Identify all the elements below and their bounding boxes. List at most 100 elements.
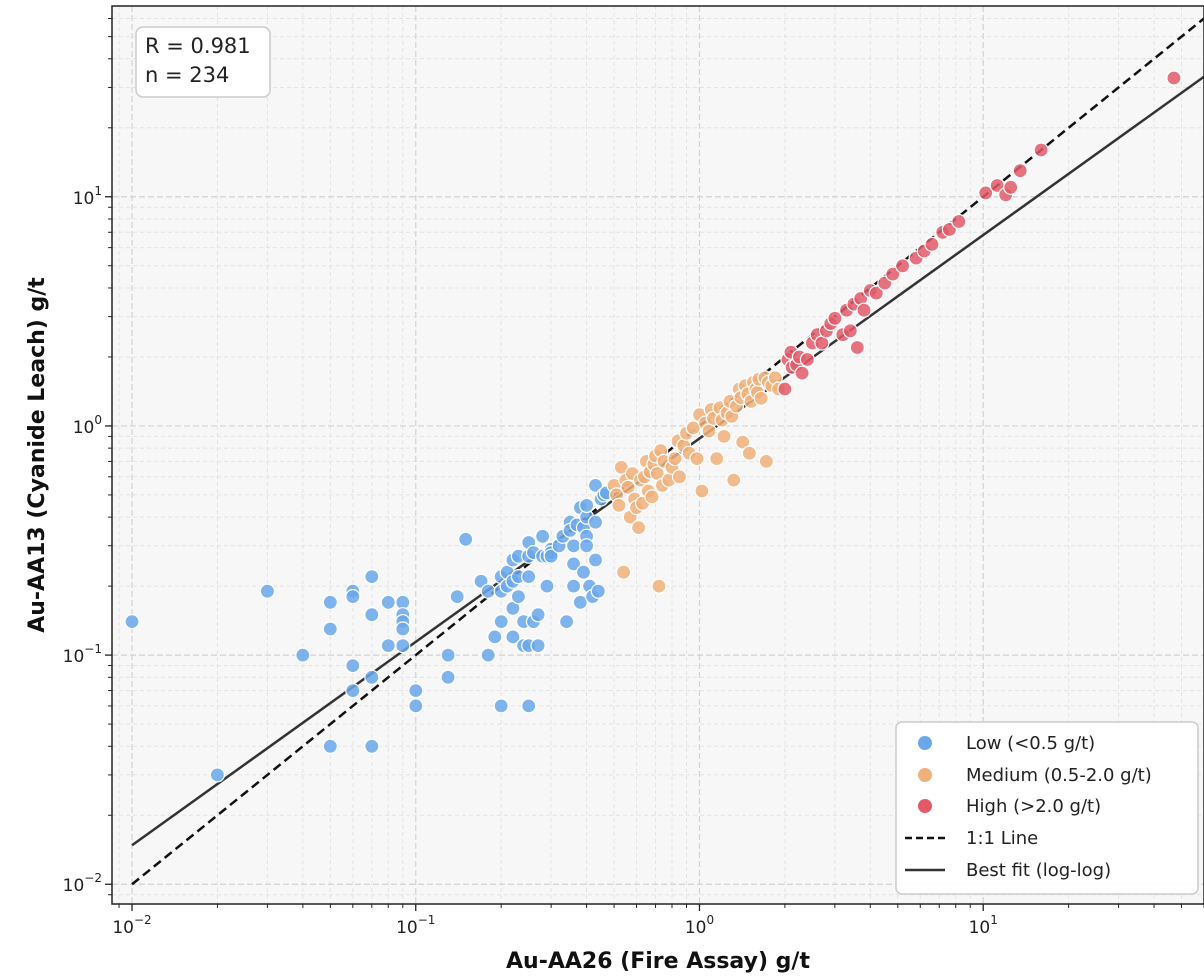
point-low bbox=[530, 637, 546, 654]
point-low bbox=[364, 669, 380, 685]
point-high bbox=[849, 339, 865, 356]
point-medium bbox=[726, 472, 742, 488]
y-tick-label: 100 bbox=[73, 413, 102, 438]
legend: Low (<0.5 g/t) Medium (0.5-2.0 g/t) High… bbox=[895, 721, 1199, 895]
point-low bbox=[480, 647, 496, 663]
point-high bbox=[951, 213, 967, 230]
point-low bbox=[380, 637, 396, 654]
legend-marker-low bbox=[918, 736, 932, 750]
legend-label-high: High (>2.0 g/t) bbox=[966, 796, 1101, 817]
point-low bbox=[534, 528, 551, 544]
point-low bbox=[572, 594, 588, 610]
point-medium bbox=[735, 434, 751, 450]
point-high bbox=[827, 310, 843, 326]
point-high bbox=[924, 236, 940, 252]
point-medium bbox=[753, 390, 769, 406]
legend-label-best-fit: Best fit (log-log) bbox=[966, 860, 1111, 881]
point-high bbox=[978, 185, 994, 201]
point-medium bbox=[620, 479, 636, 495]
point-low bbox=[510, 588, 527, 605]
point-medium bbox=[709, 451, 725, 467]
point-medium bbox=[758, 453, 774, 469]
legend-label-low: Low (<0.5 g/t) bbox=[966, 733, 1095, 754]
point-medium bbox=[689, 451, 705, 467]
point-medium bbox=[615, 564, 632, 580]
point-low bbox=[521, 568, 537, 585]
point-low bbox=[395, 637, 411, 654]
point-high bbox=[1003, 179, 1019, 195]
point-low bbox=[493, 613, 509, 630]
x-axis-title: Au-AA26 (Fire Assay) g/t bbox=[506, 949, 810, 974]
point-low bbox=[408, 682, 424, 699]
point-high bbox=[856, 302, 872, 318]
point-low bbox=[587, 477, 604, 493]
legend-frame bbox=[895, 721, 1199, 895]
point-low bbox=[565, 578, 582, 594]
legend-marker-medium bbox=[918, 768, 932, 782]
legend-label-one-to-one: 1:1 Line bbox=[966, 828, 1038, 849]
point-high bbox=[1012, 163, 1028, 179]
point-high bbox=[794, 365, 810, 381]
point-low bbox=[565, 556, 582, 572]
x-tick-label: 100 bbox=[685, 913, 714, 938]
point-low bbox=[578, 497, 595, 513]
point-low bbox=[587, 514, 604, 530]
point-medium bbox=[741, 445, 758, 461]
x-tick-label: 10−2 bbox=[112, 913, 151, 938]
point-low bbox=[539, 578, 555, 594]
point-low bbox=[364, 738, 380, 754]
point-medium bbox=[651, 578, 667, 594]
point-low bbox=[440, 647, 456, 663]
point-low bbox=[345, 682, 361, 699]
point-low bbox=[480, 583, 496, 599]
point-low bbox=[440, 669, 456, 685]
point-low bbox=[493, 698, 509, 714]
x-tick-label: 101 bbox=[969, 913, 998, 938]
point-low bbox=[458, 531, 474, 547]
point-high bbox=[799, 351, 816, 368]
point-medium bbox=[630, 519, 647, 536]
point-low bbox=[364, 607, 380, 623]
point-low bbox=[521, 698, 537, 714]
stats-box: R = 0.981 n = 234 bbox=[135, 26, 271, 98]
y-tick-label: 10−1 bbox=[63, 642, 102, 667]
n-value-text: n = 234 bbox=[145, 63, 229, 87]
point-medium bbox=[611, 497, 627, 513]
point-low bbox=[587, 552, 604, 568]
point-low bbox=[322, 594, 338, 610]
point-low bbox=[322, 738, 338, 754]
point-low bbox=[322, 621, 338, 637]
legend-marker-high bbox=[918, 799, 932, 813]
point-medium bbox=[644, 489, 660, 505]
point-low bbox=[505, 629, 521, 645]
point-high bbox=[868, 285, 884, 301]
plot-frame bbox=[111, 5, 1204, 905]
y-tick-label: 10−2 bbox=[63, 871, 102, 896]
point-low bbox=[380, 594, 396, 610]
point-high bbox=[777, 381, 793, 397]
point-low bbox=[295, 647, 311, 663]
point-low bbox=[543, 548, 559, 564]
y-axis-title: Au-AA13 (Cyanide Leach) g/t bbox=[25, 277, 50, 633]
data-points bbox=[124, 70, 1182, 783]
point-medium bbox=[694, 483, 710, 499]
point-medium bbox=[701, 423, 717, 439]
point-low bbox=[578, 538, 595, 554]
point-medium bbox=[667, 451, 683, 467]
point-low bbox=[530, 607, 546, 623]
point-low bbox=[449, 588, 465, 605]
point-high bbox=[842, 323, 858, 339]
point-high bbox=[894, 258, 911, 274]
point-low bbox=[345, 588, 361, 605]
point-low bbox=[487, 629, 503, 645]
point-low bbox=[345, 657, 361, 674]
point-low bbox=[395, 621, 411, 637]
stats-box-frame bbox=[135, 26, 271, 98]
point-medium bbox=[671, 469, 688, 485]
point-low bbox=[259, 583, 275, 599]
point-high bbox=[1166, 70, 1182, 86]
point-low bbox=[558, 613, 575, 630]
point-low bbox=[124, 613, 140, 630]
point-low bbox=[565, 538, 582, 554]
